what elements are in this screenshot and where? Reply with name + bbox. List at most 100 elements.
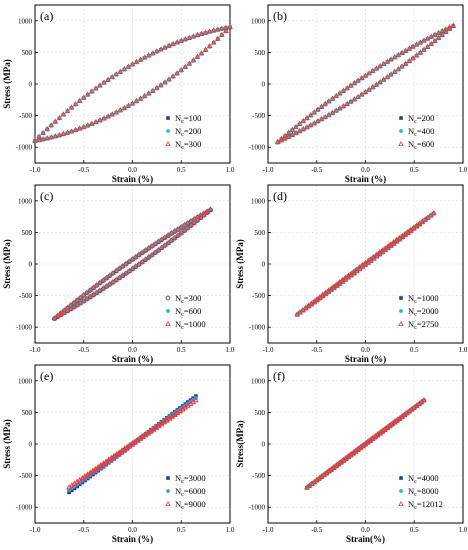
legend-marker: [398, 500, 404, 506]
x-tick-label: 1.0: [459, 166, 468, 174]
data-point: [56, 114, 63, 120]
legend-marker: [165, 140, 171, 146]
data-point: [162, 79, 168, 85]
y-tick-label: -1000: [16, 324, 33, 332]
y-tick-label: 1000: [251, 17, 266, 25]
data-point: [168, 237, 175, 243]
data-point: [186, 34, 193, 40]
data-point: [333, 92, 340, 98]
data-point: [44, 135, 50, 141]
data-point: [435, 29, 442, 35]
data-point: [76, 97, 83, 103]
x-tick-label: 0.0: [361, 526, 370, 534]
data-point: [119, 262, 126, 268]
data-point: [370, 67, 376, 73]
legend-entry: Nc=600: [175, 306, 201, 318]
data-point: [424, 35, 431, 41]
data-point: [282, 132, 288, 138]
x-tick-label: 0.5: [177, 166, 186, 174]
x-tick-label: 1.0: [459, 526, 468, 534]
data-point: [443, 26, 449, 32]
y-axis-label: Stress (MPa): [2, 59, 12, 109]
legend-entry: Nc=2000: [408, 306, 439, 318]
y-tick-label: 0: [29, 81, 33, 89]
data-point: [101, 115, 107, 121]
y-tick-label: -1000: [249, 144, 266, 152]
data-point: [93, 85, 99, 91]
data-point: [219, 31, 225, 37]
y-tick-label: 0: [29, 441, 33, 449]
data-point: [97, 279, 103, 285]
data-point: [60, 111, 67, 117]
x-tick-label: -1.0: [262, 346, 274, 354]
data-point: [93, 281, 100, 287]
data-point: [206, 28, 213, 34]
x-tick-label: -0.5: [78, 166, 90, 174]
data-point: [443, 28, 449, 34]
data-point: [377, 79, 383, 85]
data-point: [178, 66, 185, 73]
data-point: [158, 46, 164, 52]
data-point: [210, 27, 217, 33]
y-tick-label: 500: [22, 49, 33, 57]
panel-label: (a): [40, 9, 53, 23]
data-point: [141, 92, 148, 98]
data-point: [97, 117, 103, 123]
x-tick-label: 0.5: [410, 526, 419, 534]
legend-entry: Nc=1000: [175, 319, 206, 331]
data-point: [125, 63, 132, 69]
x-tick-label: -0.5: [311, 166, 323, 174]
x-tick-label: 0.0: [361, 346, 370, 354]
data-point: [103, 274, 110, 280]
legend-entry: Nc=1000: [408, 293, 439, 305]
data-point: [145, 52, 152, 58]
chart-panel-6: -1.0 -0.5 0.0 0.5 1.0 -1000 -500 0 500 1000 Strain…: [235, 364, 468, 544]
data-point: [206, 43, 213, 49]
data-point: [76, 125, 83, 131]
data-point: [93, 118, 99, 124]
data-point: [109, 111, 115, 117]
x-tick-label: -1.0: [29, 346, 41, 354]
data-point: [300, 117, 307, 123]
data-point: [105, 113, 111, 119]
data-point: [194, 216, 201, 222]
data-point: [348, 82, 354, 88]
panel-label: (c): [40, 189, 53, 203]
data-point: [410, 55, 416, 61]
data-point: [274, 138, 281, 144]
series-300: [32, 23, 233, 143]
x-tick-label: -0.5: [311, 346, 323, 354]
series-600: [274, 22, 457, 144]
data-point: [207, 206, 214, 212]
data-point: [40, 129, 46, 135]
data-point: [399, 63, 405, 69]
data-point: [362, 88, 369, 94]
data-point: [351, 96, 358, 102]
data-point: [215, 35, 221, 41]
data-point: [75, 484, 79, 489]
data-point: [329, 95, 336, 101]
data-point: [215, 26, 221, 32]
data-point: [90, 284, 97, 290]
data-point: [145, 90, 152, 96]
data-point: [100, 277, 107, 283]
data-point: [362, 72, 369, 78]
data-point: [52, 118, 59, 124]
data-point: [198, 30, 205, 36]
chart-panel-3: -1.0 -0.5 0.0 0.5 1.0 -1000 -500 0 500 1000 Strain…: [2, 184, 235, 364]
legend-entry: Nc=3000: [175, 473, 206, 485]
y-tick-label: -500: [252, 292, 265, 300]
data-point: [178, 229, 185, 235]
data-point: [432, 37, 438, 43]
data-point: [85, 122, 91, 128]
series-2750: [294, 210, 437, 317]
data-point: [193, 397, 199, 403]
x-tick-label: -0.5: [78, 346, 90, 354]
data-point: [318, 103, 325, 109]
y-tick-label: 1000: [251, 197, 266, 205]
data-point: [162, 241, 168, 248]
data-point: [48, 122, 55, 128]
data-point: [344, 84, 350, 91]
data-point: [105, 76, 111, 82]
